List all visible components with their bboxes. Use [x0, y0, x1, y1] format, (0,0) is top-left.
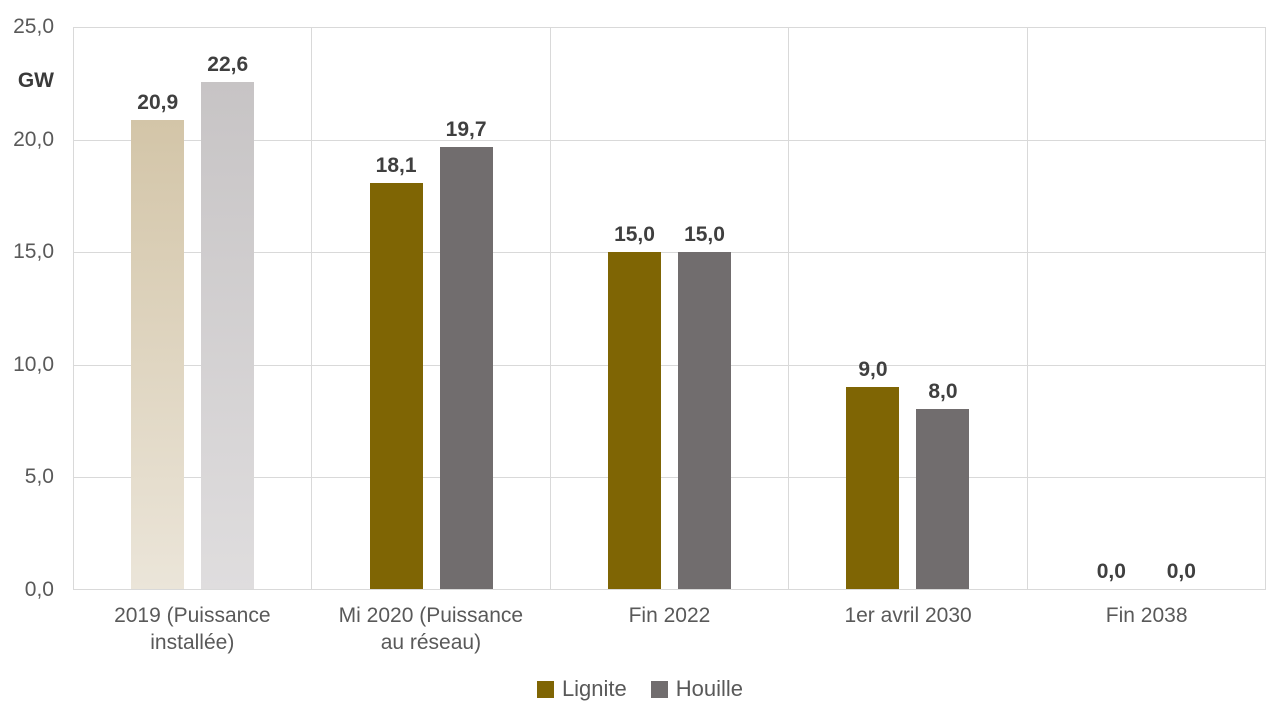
y-tick-label: 25,0: [13, 15, 54, 38]
bar-value-label: 20,9: [137, 91, 179, 115]
x-axis-category-label: Fin 2022: [628, 604, 711, 627]
bar-houille: 8,0: [916, 380, 970, 589]
bar-value-label: 15,0: [684, 223, 725, 247]
category-group: 9,0 8,0: [789, 28, 1028, 589]
gridline-horizontal: [74, 476, 1265, 478]
legend-swatch-lignite: [536, 680, 554, 698]
x-axis-category-label: Fin 2038: [1105, 604, 1188, 627]
x-axis-category-label: 1er avril 2030: [844, 604, 972, 627]
bar-houille: 19,7: [439, 118, 493, 589]
bar-value-label: 15,0: [614, 223, 655, 247]
legend-item-houille: Houille: [650, 676, 744, 702]
bar-lignite: 20,9: [131, 91, 185, 589]
bar-value-label: 0,0: [1096, 560, 1126, 583]
gridline-horizontal: [74, 364, 1265, 366]
gridline-horizontal: [74, 252, 1265, 254]
plot-area: 20,9 22,6 18,1 19,7 15,0 15,0 9,0 8,0 0,0 0,0: [73, 27, 1266, 590]
x-axis-category-label: 2019 (Puissance installée): [114, 604, 271, 654]
y-tick-label: 5,0: [24, 465, 54, 489]
bar-houille: 22,6: [201, 53, 255, 589]
bar-lignite: 9,0: [846, 358, 900, 589]
bar-value-label: 18,1: [375, 153, 417, 177]
x-axis-category-label: Mi 2020 (Puissance au réseau): [338, 604, 524, 654]
legend-item-lignite: Lignite: [536, 676, 627, 702]
bar-lignite: 15,0: [608, 223, 662, 589]
bar-value-label: 0,0: [1166, 560, 1196, 583]
y-axis: GW 25,0 20,0 15,0 10,0 5,0 0,0: [0, 15, 54, 601]
category-group: 20,9 22,6: [74, 28, 313, 589]
legend-swatch-houille: [650, 680, 668, 698]
y-tick-label: 10,0: [13, 352, 54, 376]
category-group: 0,0 0,0: [1028, 28, 1265, 589]
legend-label: Houille: [675, 676, 744, 701]
y-axis-unit-label: GW: [17, 69, 54, 92]
legend: Lignite Houille: [0, 676, 1280, 702]
bar-value-label: 22,6: [207, 52, 249, 76]
bar-lignite: 18,1: [369, 154, 423, 589]
category-group: 18,1 19,7: [312, 28, 551, 589]
y-tick-label: 15,0: [13, 240, 54, 264]
y-tick-label: 20,0: [13, 127, 54, 151]
x-axis-labels: 2019 (Puissance installée) Mi 2020 (Puiss…: [73, 602, 1266, 656]
legend-label: Lignite: [561, 676, 627, 701]
bar-value-label: 8,0: [928, 380, 958, 404]
bar-value-label: 9,0: [858, 358, 888, 382]
category-group: 15,0 15,0: [551, 28, 790, 589]
gridline-horizontal: [74, 140, 1265, 142]
bar-houille: 15,0: [678, 223, 732, 589]
y-tick-label: 0,0: [24, 578, 54, 601]
bar-value-label: 19,7: [445, 117, 487, 141]
